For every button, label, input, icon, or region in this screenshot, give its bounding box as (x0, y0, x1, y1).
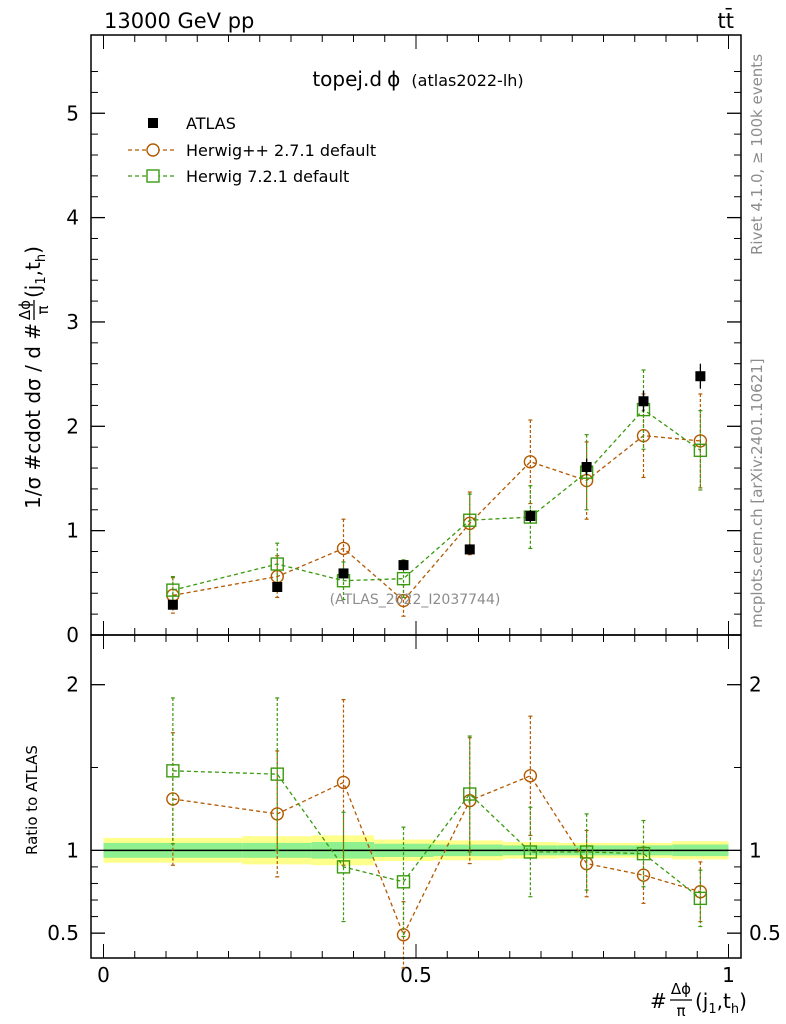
ratio-herwig7-marker (693, 891, 708, 906)
ratio-panel-frame (90, 634, 742, 959)
x-axis-label-lead: # (650, 989, 667, 1013)
ratio-y-tick-label: 0.5 (47, 921, 79, 945)
atlas-marker (167, 599, 178, 610)
main-title: topej.d ϕ (atlas2022-lh) (312, 67, 523, 91)
herwig7-marker (463, 513, 477, 527)
legend-entry-herwig7: Herwig 7.2.1 default (128, 167, 349, 186)
ratio-herwig7-marker (166, 764, 180, 778)
x-axis-label-den: π (676, 1002, 685, 1020)
y-axis-label-sub1: 1 (34, 276, 49, 284)
herwig7-marker (396, 571, 411, 586)
atlas-marker (398, 560, 409, 571)
ratio-y-tick-label-right: 1 (749, 838, 762, 862)
legend-label-herwig7: Herwig 7.2.1 default (186, 167, 349, 186)
herwig7-line (172, 408, 701, 591)
main-y-tick-label: 3 (66, 310, 79, 334)
y-axis-label-den: π (34, 305, 52, 314)
ratio-herwig7-marker (636, 846, 651, 861)
atlas-marker (638, 396, 649, 407)
legend-marker-herwigpp (146, 143, 160, 157)
herwigpp-marker (523, 455, 538, 469)
side-text-rivet: Rivet 4.1.0, ≥ 100k events (748, 54, 766, 255)
y-axis-label-sub2: h (34, 254, 49, 262)
ratio-x-tick-label: 1 (722, 963, 735, 987)
x-axis-label-close: ) (739, 989, 747, 1013)
x-axis-label-comma: ,t (717, 989, 731, 1013)
legend: ATLAS Herwig++ 2.7.1 default Herwig 7.2.… (128, 114, 376, 186)
ratio-uncertainty-bands (103, 835, 729, 866)
legend-label-herwigpp: Herwig++ 2.7.1 default (186, 141, 376, 160)
y-axis-label-comma: ,t (21, 262, 45, 276)
y-axis-label-num: Δϕ (16, 300, 34, 320)
y-axis-label: 1/σ #cdot dσ / d # Δϕ π (j1,th) (16, 246, 52, 509)
atlas-marker (525, 511, 536, 522)
ratio-herwig7-marker (463, 787, 477, 801)
legend-entry-atlas: ATLAS (148, 114, 236, 133)
ratio-panel: 0 0.5 1 0.5 0.5 1 1 2 2 (47, 635, 781, 987)
main-y-tick-label: 5 (66, 101, 79, 125)
atlas-marker (272, 582, 283, 592)
x-axis-label-num: Δϕ (671, 980, 691, 998)
main-y-tick-label: 4 (66, 206, 79, 230)
atlas-marker (695, 371, 706, 382)
main-y-tick-label: 1 (66, 519, 79, 543)
legend-entry-herwigpp: Herwig++ 2.7.1 default (128, 141, 376, 160)
ratio-x-tick-label: 0 (97, 963, 110, 987)
herwig7-marker (166, 583, 180, 597)
header-process: tt̄ (718, 8, 734, 33)
atlas-marker (338, 568, 349, 579)
main-y-tick-label: 2 (66, 414, 79, 438)
x-axis-label-args: (j1,th) (695, 989, 747, 1017)
x-axis-label-sub1: 1 (708, 1002, 716, 1017)
ratio-y-axis-label: Ratio to ATLAS (23, 745, 41, 855)
main-title-prefix: topej.d (312, 67, 382, 91)
ratio-herwig7-marker (579, 845, 594, 859)
legend-marker-herwig7 (146, 169, 160, 183)
ratio-herwig7-marker (336, 860, 351, 874)
ratio-y-tick-label-right: 2 (749, 673, 762, 697)
x-axis-label-sub2: h (731, 1002, 739, 1017)
herwigpp-marker (396, 593, 411, 608)
herwig7-marker (270, 557, 284, 571)
legend-label-atlas: ATLAS (186, 114, 236, 133)
main-panel: 0 1 2 3 4 5 (66, 35, 741, 647)
main-y-tick-label: 0 (66, 623, 79, 647)
main-title-suffix: (atlas2022-lh) (411, 71, 523, 90)
legend-marker-atlas (148, 118, 158, 128)
ratio-herwigpp-marker (523, 769, 538, 783)
ratio-y-tick-label: 1 (66, 838, 79, 862)
herwigpp-marker (336, 541, 351, 556)
analysis-watermark: (ATLAS_2022_I2037744) (330, 592, 501, 608)
side-text-mcplots: mcplots.cern.ch [arXiv:2401.10621] (748, 358, 766, 628)
y-axis-label-args: (j1,th) (21, 246, 49, 298)
ratio-y-tick-label: 2 (66, 673, 79, 697)
herwigpp-line (172, 435, 701, 602)
ratio-herwigpp-marker (336, 775, 351, 790)
atlas-marker (581, 462, 592, 472)
atlas-marker (464, 544, 475, 555)
ratio-herwig7-marker (523, 845, 538, 859)
header-energy: 13000 GeV pp (104, 9, 254, 33)
ratio-herwig7-marker (270, 767, 284, 781)
y-axis-label-close: ) (21, 246, 45, 254)
ratio-x-tick-label: 0.5 (400, 963, 432, 987)
main-title-symbol: ϕ (387, 67, 400, 91)
ratio-herwig7-marker (396, 875, 411, 889)
x-axis-label: # Δϕ π (j1,th) (650, 980, 747, 1020)
y-axis-label-args-open: (j (21, 285, 45, 298)
x-axis-label-args-open: (j (695, 989, 708, 1013)
herwig7-marker (693, 443, 708, 458)
y-axis-label-lead: 1/σ #cdot dσ / d # (21, 323, 45, 509)
ratio-herwig7-line (172, 770, 701, 899)
ratio-y-tick-label-right: 0.5 (749, 921, 781, 945)
